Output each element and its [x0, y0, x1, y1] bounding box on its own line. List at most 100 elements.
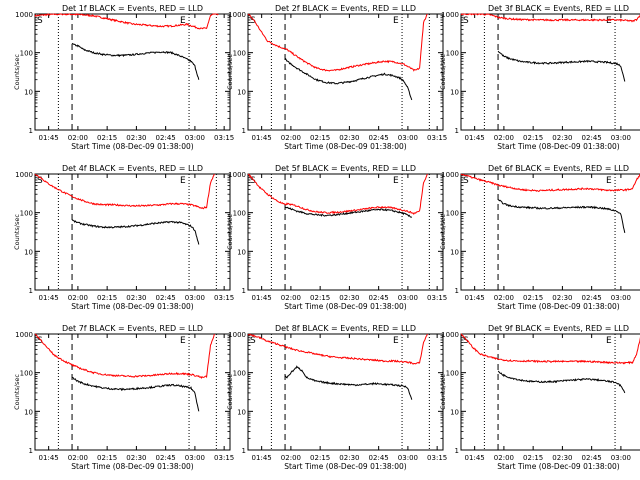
- y-tick-label: 1: [455, 287, 459, 295]
- x-tick-label: 02:15: [310, 454, 330, 462]
- y-tick-label: 1000: [15, 171, 33, 179]
- panel-title: Det 7f BLACK = Events, RED = LLD: [62, 324, 203, 333]
- panel-9: Det 9f BLACK = Events, RED = LLD 1 10 100 10…: [439, 324, 640, 471]
- x-tick-label: 03:15: [427, 134, 447, 142]
- x-tick-label: 01:45: [252, 134, 272, 142]
- plot-frame: [34, 173, 231, 291]
- y-tick-label: 10: [237, 408, 246, 416]
- x-axis-label: Start Time (08-Dec-09 01:38:00): [497, 462, 619, 471]
- start-marker: S: [463, 176, 469, 186]
- y-tick-label: 1: [455, 447, 459, 455]
- x-tick-label: 02:30: [552, 454, 572, 462]
- y-axis-label: Counts/sec: [439, 54, 447, 90]
- x-tick-label: 02:45: [156, 454, 176, 462]
- lld-series-line: [460, 13, 640, 23]
- plot-frame: [34, 333, 231, 451]
- panel-title: Det 4f BLACK = Events, RED = LLD: [62, 164, 203, 173]
- y-axis-label: Counts/sec: [13, 214, 21, 250]
- x-axis-label: Start Time (08-Dec-09 01:38:00): [497, 142, 619, 151]
- y-tick-label: 1: [29, 447, 33, 455]
- lld-series-line: [460, 173, 640, 192]
- x-tick-label: 01:45: [465, 294, 485, 302]
- y-tick-label: 100: [20, 210, 33, 218]
- x-tick-label: 02:15: [97, 454, 117, 462]
- x-tick-label: 01:45: [39, 134, 59, 142]
- x-tick-label: 02:30: [126, 134, 146, 142]
- end-marker: E: [606, 176, 612, 186]
- x-tick-label: 02:00: [281, 294, 301, 302]
- x-tick-label: 03:00: [185, 294, 205, 302]
- y-tick-label: 10: [24, 408, 33, 416]
- panel-8: Det 8f BLACK = Events, RED = LLD 1 10 100 10…: [226, 324, 447, 471]
- events-series-line: [497, 50, 626, 82]
- y-tick-label: 100: [233, 50, 246, 58]
- end-marker: E: [180, 16, 186, 26]
- x-axis-label: Start Time (08-Dec-09 01:38:00): [284, 302, 406, 311]
- events-series-line: [71, 219, 200, 245]
- x-tick-label: 02:15: [523, 454, 543, 462]
- x-tick-label: 02:15: [310, 294, 330, 302]
- x-tick-label: 02:00: [68, 294, 88, 302]
- plot-frame: [460, 173, 640, 291]
- y-tick-label: 100: [446, 210, 459, 218]
- start-marker: S: [463, 336, 469, 346]
- x-axis-label: Start Time (08-Dec-09 01:38:00): [71, 142, 193, 151]
- x-tick-label: 02:30: [126, 454, 146, 462]
- panel-3: Det 3f BLACK = Events, RED = LLD 1 10 100 10…: [439, 4, 640, 151]
- panel-6: Det 6f BLACK = Events, RED = LLD 1 10 100 10…: [439, 164, 640, 311]
- x-tick-label: 02:15: [523, 134, 543, 142]
- y-tick-label: 10: [237, 248, 246, 256]
- y-tick-label: 1: [29, 127, 33, 135]
- x-tick-label: 02:15: [97, 134, 117, 142]
- y-tick-label: 100: [233, 210, 246, 218]
- panel-5: Det 5f BLACK = Events, RED = LLD 1 10 100 10…: [226, 164, 447, 311]
- x-tick-label: 02:30: [339, 294, 359, 302]
- y-tick-label: 1000: [441, 11, 459, 19]
- events-series-line: [284, 57, 413, 101]
- x-tick-label: 03:00: [185, 454, 205, 462]
- lld-series-line: [247, 173, 428, 216]
- y-tick-label: 100: [446, 370, 459, 378]
- y-axis-label: Counts/sec: [439, 374, 447, 410]
- y-tick-label: 10: [237, 88, 246, 96]
- x-tick-label: 02:45: [582, 294, 602, 302]
- events-series-line: [284, 365, 413, 400]
- plot-frame: [460, 13, 640, 131]
- start-marker: S: [250, 176, 256, 186]
- plot-frame: [247, 13, 444, 131]
- x-tick-label: 01:45: [465, 454, 485, 462]
- x-tick-label: 03:00: [398, 454, 418, 462]
- x-tick-label: 03:15: [214, 454, 234, 462]
- y-tick-label: 10: [450, 248, 459, 256]
- lld-series-line: [35, 333, 215, 380]
- y-axis-label: Counts/sec: [13, 54, 21, 90]
- start-marker: S: [250, 336, 256, 346]
- lld-series-line: [461, 333, 640, 365]
- start-marker: S: [250, 16, 256, 26]
- x-tick-label: 02:00: [494, 454, 514, 462]
- x-tick-label: 02:45: [582, 134, 602, 142]
- panel-4: Det 4f BLACK = Events, RED = LLD 1 10 100 10…: [13, 164, 234, 311]
- x-tick-label: 01:45: [252, 454, 272, 462]
- x-tick-label: 01:45: [39, 454, 59, 462]
- panel-2: Det 2f BLACK = Events, RED = LLD 1 10 100 10…: [226, 4, 447, 151]
- start-marker: S: [37, 16, 43, 26]
- panel-title: Det 6f BLACK = Events, RED = LLD: [488, 164, 629, 173]
- events-series-line: [497, 370, 626, 394]
- x-tick-label: 03:15: [427, 294, 447, 302]
- y-tick-label: 1: [29, 287, 33, 295]
- y-tick-label: 1000: [15, 11, 33, 19]
- panel-title: Det 3f BLACK = Events, RED = LLD: [488, 4, 629, 13]
- y-tick-label: 1000: [441, 331, 459, 339]
- x-tick-label: 02:00: [494, 134, 514, 142]
- x-axis-label: Start Time (08-Dec-09 01:38:00): [71, 462, 193, 471]
- start-marker: S: [463, 16, 469, 26]
- y-axis-label: Counts/sec: [439, 214, 447, 250]
- y-tick-label: 1000: [228, 331, 246, 339]
- y-axis-label: Counts/sec: [226, 374, 234, 410]
- end-marker: E: [606, 16, 612, 26]
- plot-frame: [460, 333, 640, 451]
- end-marker: E: [393, 176, 399, 186]
- y-tick-label: 100: [20, 370, 33, 378]
